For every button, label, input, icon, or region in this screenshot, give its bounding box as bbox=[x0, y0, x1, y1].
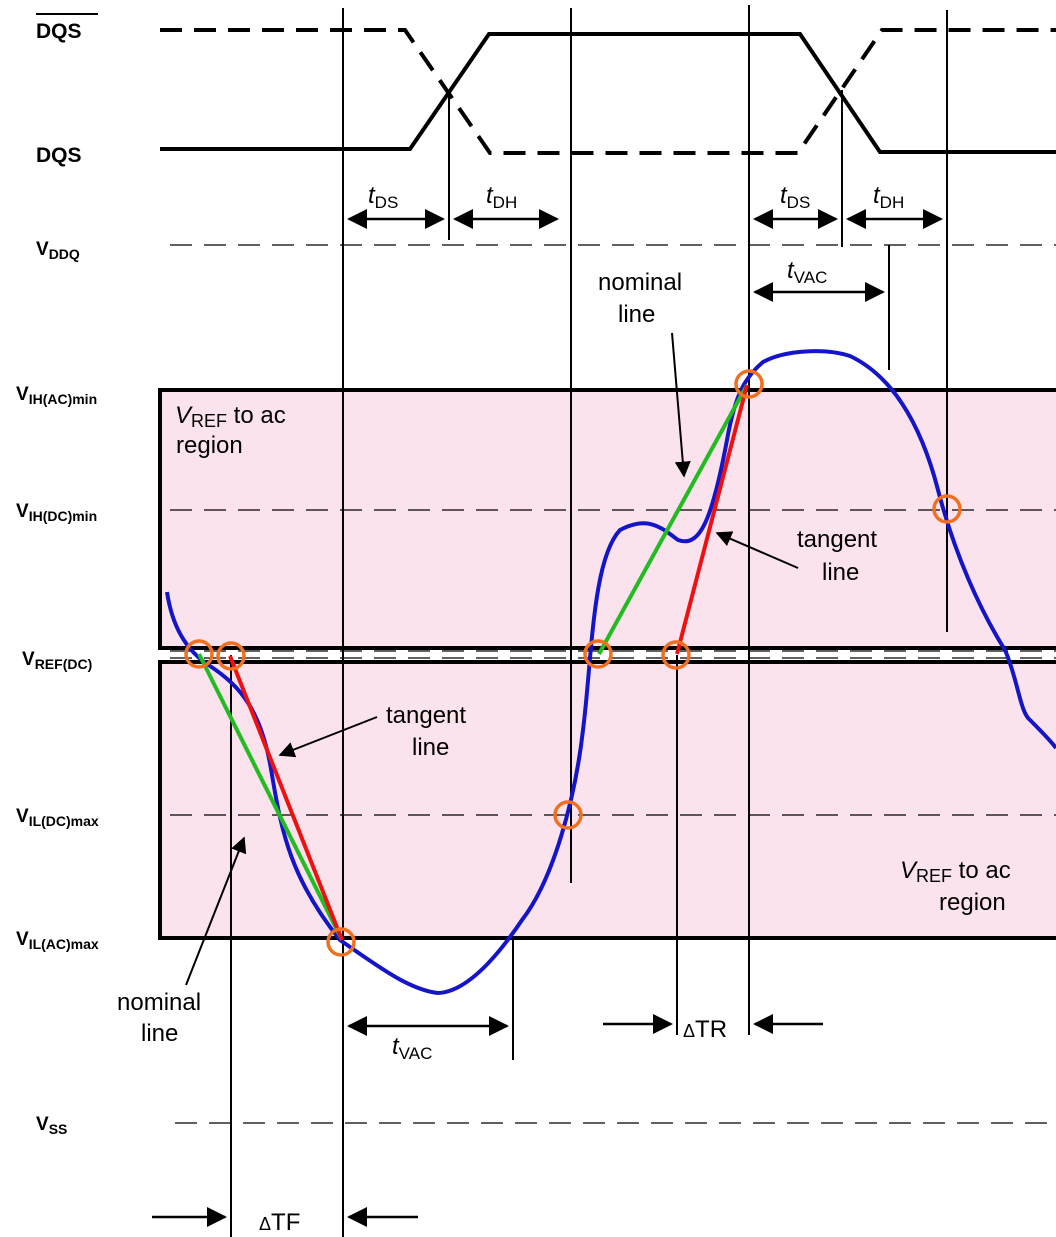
tangent-label-right: tangent bbox=[797, 526, 877, 553]
crossing-marker bbox=[216, 641, 246, 671]
crossing-marker bbox=[583, 639, 613, 669]
dqs-label: DQS bbox=[36, 144, 82, 167]
tdh-label-2: tDH bbox=[873, 182, 904, 212]
tvac-label-bottom: tVAC bbox=[392, 1033, 432, 1063]
data-waveform bbox=[165, 349, 1056, 996]
crossing-marker bbox=[734, 369, 764, 399]
vref-to-ac-region-upper bbox=[158, 388, 1056, 650]
nominal-label-top: nominal bbox=[598, 269, 682, 296]
dqs-bar-label: DQS bbox=[36, 20, 82, 43]
crossing-marker bbox=[553, 800, 583, 830]
tds-label-2: tDS bbox=[780, 182, 810, 212]
nominal-line-fall bbox=[197, 653, 344, 941]
nominal-label-bottom: nominal bbox=[117, 989, 201, 1016]
crossing-markers bbox=[184, 369, 962, 957]
vss-label: VSS bbox=[36, 1114, 67, 1137]
tds-label-1: tDS bbox=[368, 182, 398, 212]
region-word-lower: region bbox=[939, 889, 1006, 916]
crossing-marker bbox=[326, 927, 356, 957]
region-label-lower: VREF to ac bbox=[900, 857, 1011, 886]
nominal-line-word-bottom: line bbox=[141, 1020, 178, 1047]
vih-ac-label: VIH(AC)min bbox=[16, 384, 97, 407]
tangent-line-rise bbox=[675, 384, 749, 655]
vil-ac-label: VIL(AC)max bbox=[16, 929, 99, 952]
delta-tf-label: ΔTF bbox=[259, 1209, 300, 1236]
tvac-label-top: tVAC bbox=[787, 257, 827, 287]
vddq-label: VDDQ bbox=[36, 239, 80, 262]
vref-to-ac-region-lower bbox=[158, 660, 1056, 940]
timing-verticals bbox=[230, 5, 948, 1237]
crossing-marker bbox=[184, 639, 214, 669]
delta-tr-label: ΔTR bbox=[683, 1016, 727, 1043]
region-label-upper: VREF to ac bbox=[175, 402, 286, 431]
vref-dc-label: VREF(DC) bbox=[22, 649, 92, 672]
tangent-line-fall bbox=[228, 655, 344, 941]
vil-dc-label: VIL(DC)max bbox=[16, 806, 99, 829]
annotation-arrows bbox=[185, 332, 799, 986]
tdh-label-1: tDH bbox=[486, 182, 517, 212]
nominal-line-word-top: line bbox=[618, 301, 655, 328]
tangent-line-word-right: line bbox=[822, 559, 859, 586]
region-word-upper: region bbox=[176, 432, 243, 459]
tangent-label-left: tangent bbox=[386, 702, 466, 729]
dqs-bar-waveform bbox=[160, 28, 1056, 155]
tangent-line-word-left: line bbox=[412, 734, 449, 761]
nominal-line-rise bbox=[597, 384, 749, 655]
timing-arrows bbox=[152, 209, 943, 1227]
vih-dc-label: VIH(DC)min bbox=[16, 501, 97, 524]
level-lines bbox=[170, 244, 1056, 1124]
dqs-waveform bbox=[160, 32, 1056, 154]
crossing-marker bbox=[932, 494, 962, 524]
crossing-marker bbox=[661, 640, 691, 670]
